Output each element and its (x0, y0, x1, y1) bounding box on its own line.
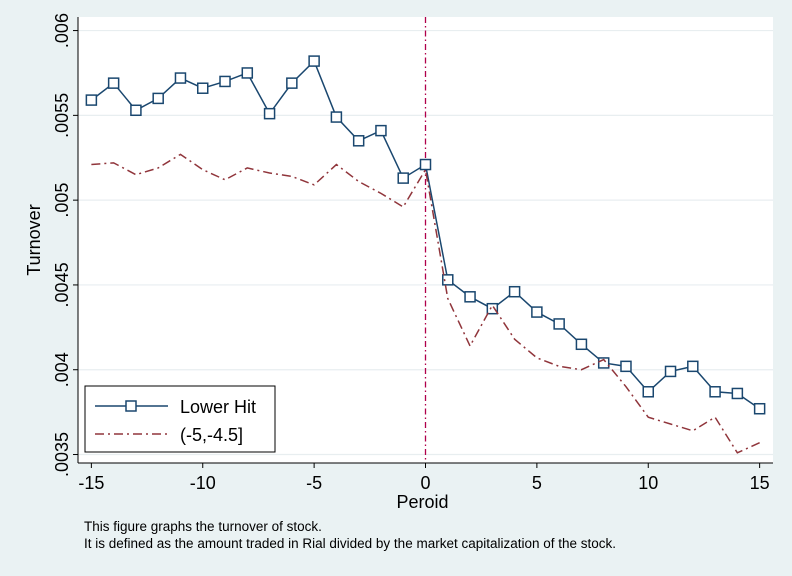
series-0-point-9 (286, 77, 298, 89)
series-0-point-21 (553, 318, 565, 330)
x-tick-label-0: -15 (78, 473, 104, 493)
series-0-point-6 (219, 75, 231, 88)
y-tick-label-5: .006 (52, 13, 72, 48)
x-tick-label-1: -10 (190, 473, 216, 493)
series-0-point-29 (731, 387, 744, 400)
y-axis-title: Turnover (24, 204, 44, 275)
series-0-point-11 (330, 111, 343, 123)
series-0-point-30 (753, 402, 766, 415)
footnote-line-2: It is defined as the amount traded in Ri… (84, 536, 617, 551)
y-tick-label-1: .004 (52, 352, 72, 387)
x-tick-label-6: 15 (750, 473, 770, 493)
series-line-1 (91, 153, 760, 454)
legend-label-1: (-5,-4.5] (180, 425, 243, 445)
series-0-point-15 (419, 158, 432, 171)
turnover-chart: .0035 .004 .0045 .005 .0055 .006 -15 -10 -5 0 5 10 1… (24, 13, 773, 512)
series-0-point-16 (442, 274, 454, 286)
series-0-point-1 (107, 77, 120, 89)
series-0-point-7 (241, 67, 254, 79)
y-tick-label-0: .0035 (52, 432, 72, 477)
legend-swatch-marker-0 (125, 400, 137, 412)
series-0-point-23 (597, 357, 610, 369)
x-tick-label-2: -5 (306, 473, 322, 493)
series-0-point-20 (531, 306, 543, 318)
y-tick-label-3: .005 (52, 183, 72, 218)
legend-box (84, 385, 276, 453)
footnote-line-1: This figure graphs the turnover of stock… (84, 519, 322, 534)
series-0-point-25 (642, 386, 655, 398)
series-0-point-26 (664, 365, 677, 378)
x-axis-title: Peroid (396, 492, 448, 512)
series-layer (85, 55, 766, 454)
legend: Lower Hit (-5,-4.5] (84, 385, 276, 453)
series-0-point-27 (687, 360, 699, 373)
series-0-point-8 (263, 107, 276, 120)
legend-label-0: Lower Hit (180, 397, 256, 417)
axes: .0035 .004 .0045 .005 .0055 .006 -15 -10 -5 0 5 10 1… (24, 13, 773, 512)
series-0-point-13 (375, 124, 387, 137)
series-0-point-10 (308, 55, 320, 67)
series-0-point-28 (709, 386, 721, 398)
series-0-point-2 (130, 104, 142, 117)
series-0-point-19 (508, 285, 521, 298)
series-0-point-22 (575, 338, 588, 351)
series-0-point-3 (152, 92, 164, 105)
x-tick-label-5: 10 (638, 473, 658, 493)
x-tick-label-4: 5 (532, 473, 542, 493)
series-0-point-4 (174, 72, 187, 84)
series-0-point-14 (397, 172, 409, 184)
series-0-point-17 (464, 291, 476, 303)
series-0-point-18 (486, 302, 499, 315)
series-0-point-24 (620, 360, 632, 373)
y-tick-label-4: .0055 (52, 93, 72, 138)
series-0-point-0 (85, 94, 98, 106)
y-tick-label-2: .0045 (52, 262, 72, 307)
series-0-point-5 (196, 82, 209, 94)
x-tick-label-3: 0 (420, 473, 430, 493)
series-0-point-12 (352, 135, 365, 147)
